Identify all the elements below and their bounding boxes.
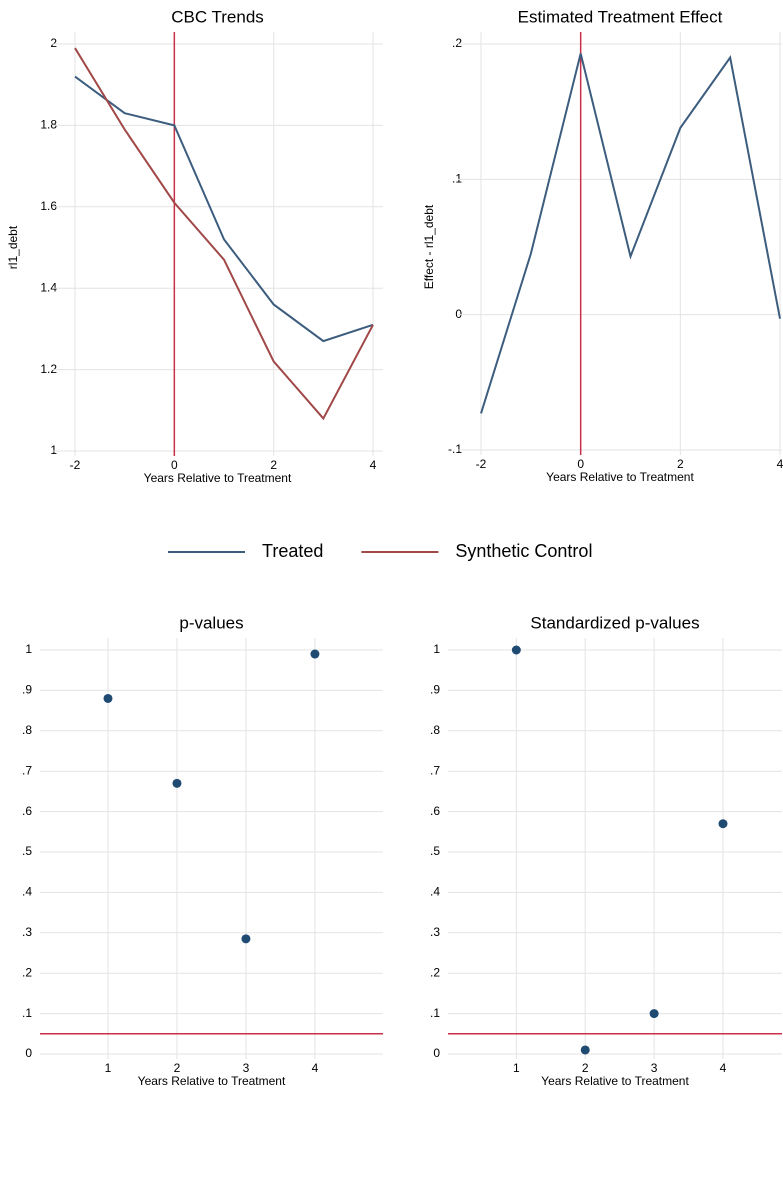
x-tick-label: 0 xyxy=(577,457,584,471)
y-tick-label: .3 xyxy=(430,925,440,939)
point xyxy=(649,1009,659,1019)
x-tick-label: -2 xyxy=(70,458,81,472)
y-tick-label: 1.8 xyxy=(40,118,57,132)
y-tick-label: 1.2 xyxy=(40,362,57,376)
x-tick-label: 3 xyxy=(651,1061,658,1075)
x-axis-label: Years Relative to Treatment xyxy=(546,470,694,484)
legend-label: Synthetic Control xyxy=(455,541,592,561)
chart-title: Estimated Treatment Effect xyxy=(518,7,723,26)
y-tick-label: .5 xyxy=(430,844,440,858)
x-axis-label: Years Relative to Treatment xyxy=(541,1074,689,1088)
y-tick-label: 0 xyxy=(25,1046,32,1060)
y-axis-label: rl1_debt xyxy=(6,225,20,269)
y-tick-label: 1 xyxy=(433,642,440,656)
point xyxy=(718,819,728,829)
y-tick-label: .1 xyxy=(22,1006,32,1020)
x-tick-label: 1 xyxy=(513,1061,520,1075)
y-tick-label: .6 xyxy=(430,804,440,818)
chart-title: Standardized p-values xyxy=(530,613,699,632)
line-series xyxy=(74,47,374,421)
y-tick-label: .1 xyxy=(430,1006,440,1020)
y-tick-label: -.1 xyxy=(448,442,462,456)
x-tick-label: 4 xyxy=(370,458,377,472)
y-tick-label: .8 xyxy=(22,723,32,737)
y-tick-label: .6 xyxy=(22,804,32,818)
x-axis-label: Years Relative to Treatment xyxy=(144,471,292,485)
x-tick-label: 2 xyxy=(582,1061,589,1075)
chart-title: p-values xyxy=(179,613,243,632)
chart-title: CBC Trends xyxy=(171,7,264,26)
x-tick-label: -2 xyxy=(476,457,487,471)
y-tick-label: .8 xyxy=(430,723,440,737)
x-tick-label: 2 xyxy=(270,458,277,472)
y-tick-label: .4 xyxy=(430,885,440,899)
y-tick-label: 1 xyxy=(50,443,57,457)
y-tick-label: 1.6 xyxy=(40,199,57,213)
y-tick-label: .9 xyxy=(22,683,32,697)
y-tick-label: 0 xyxy=(433,1046,440,1060)
y-tick-label: .1 xyxy=(452,172,462,186)
x-tick-label: 1 xyxy=(105,1061,112,1075)
x-tick-label: 0 xyxy=(171,458,178,472)
y-tick-label: .7 xyxy=(22,763,32,777)
y-tick-label: .2 xyxy=(452,36,462,50)
y-tick-label: .4 xyxy=(22,885,32,899)
y-axis-label: Effect - rl1_debt xyxy=(422,204,436,289)
x-tick-label: 2 xyxy=(677,457,684,471)
point xyxy=(241,934,251,944)
x-tick-label: 4 xyxy=(777,457,783,471)
point xyxy=(103,693,113,703)
legend-label: Treated xyxy=(262,541,323,561)
point xyxy=(310,649,320,659)
x-tick-label: 4 xyxy=(312,1061,319,1075)
x-tick-label: 3 xyxy=(243,1061,250,1075)
y-tick-label: .2 xyxy=(22,965,32,979)
point xyxy=(511,645,521,655)
y-tick-label: 1.4 xyxy=(40,280,57,294)
y-tick-label: 1 xyxy=(25,642,32,656)
y-tick-label: 0 xyxy=(455,307,462,321)
point xyxy=(172,778,182,788)
y-tick-label: .7 xyxy=(430,763,440,777)
line-series xyxy=(480,53,781,414)
point xyxy=(580,1045,590,1055)
y-tick-label: .2 xyxy=(430,965,440,979)
x-axis-label: Years Relative to Treatment xyxy=(138,1074,286,1088)
y-tick-label: .3 xyxy=(22,925,32,939)
line-series xyxy=(74,75,374,343)
y-tick-label: .9 xyxy=(430,683,440,697)
y-tick-label: 2 xyxy=(50,36,57,50)
x-tick-label: 2 xyxy=(174,1061,181,1075)
y-tick-label: .5 xyxy=(22,844,32,858)
x-tick-label: 4 xyxy=(720,1061,727,1075)
